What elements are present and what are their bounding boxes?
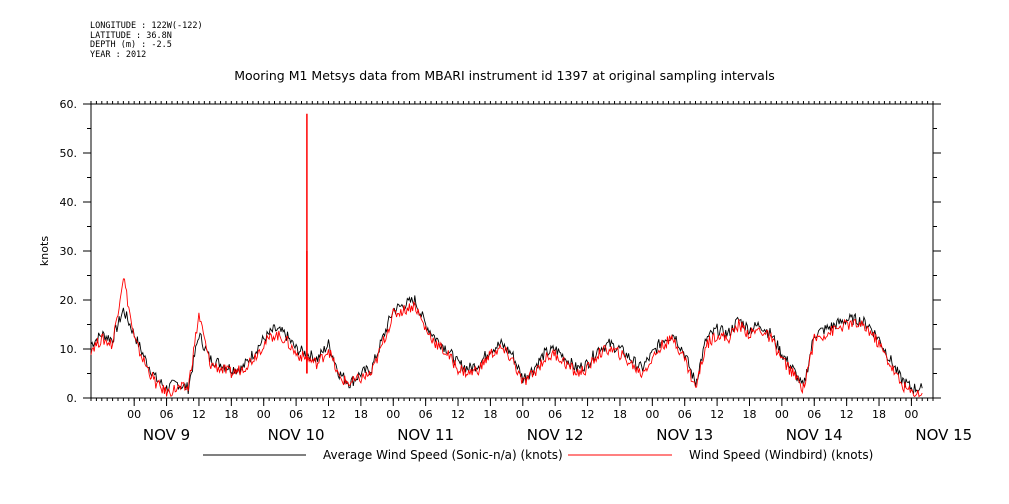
x-hour-label: 06 bbox=[807, 408, 821, 421]
y-tick-label: 60. bbox=[60, 98, 78, 111]
x-hour-label: 18 bbox=[483, 408, 497, 421]
x-hour-label: 12 bbox=[321, 408, 335, 421]
latitude-label: LATITUDE : 36.8N bbox=[90, 30, 172, 41]
x-hour-label: 12 bbox=[710, 408, 724, 421]
x-day-label: NOV 15 bbox=[915, 426, 972, 444]
x-hour-label: 00 bbox=[127, 408, 141, 421]
x-hour-label: 12 bbox=[840, 408, 854, 421]
x-hour-label: 06 bbox=[548, 408, 562, 421]
longitude-label: LONGITUDE : 122W(-122) bbox=[90, 21, 203, 31]
x-day-label: NOV 12 bbox=[527, 426, 584, 444]
y-tick-label: 0. bbox=[67, 392, 78, 405]
x-hour-label: 18 bbox=[354, 408, 368, 421]
x-hour-label: 12 bbox=[192, 408, 206, 421]
x-hour-label: 06 bbox=[160, 408, 174, 421]
metadata-block: LONGITUDE : 122W(-122) LATITUDE : 36.8N … bbox=[90, 21, 203, 60]
x-hour-label: 00 bbox=[904, 408, 918, 421]
y-axis-label: knots bbox=[38, 236, 51, 266]
x-day-label: NOV 13 bbox=[656, 426, 713, 444]
y-tick-label: 40. bbox=[60, 196, 78, 209]
legend-label-2: Wind Speed (Windbird) (knots) bbox=[689, 448, 873, 462]
y-tick-label: 10. bbox=[60, 343, 78, 356]
series-line-2 bbox=[90, 278, 923, 398]
y-tick-label: 20. bbox=[60, 294, 78, 307]
x-hour-label: 06 bbox=[419, 408, 433, 421]
x-day-label: NOV 14 bbox=[786, 426, 843, 444]
x-hour-label: 18 bbox=[613, 408, 627, 421]
x-hour-label: 06 bbox=[678, 408, 692, 421]
series-line-1 bbox=[90, 295, 923, 395]
chart-title: Mooring M1 Metsys data from MBARI instru… bbox=[234, 68, 775, 83]
x-hour-label: 00 bbox=[386, 408, 400, 421]
x-day-label: NOV 11 bbox=[397, 426, 454, 444]
x-hour-label: 18 bbox=[742, 408, 756, 421]
legend-label-1: Average Wind Speed (Sonic-n/a) (knots) bbox=[323, 448, 563, 462]
x-day-label: NOV 10 bbox=[268, 426, 325, 444]
x-hour-label: 00 bbox=[257, 408, 271, 421]
x-hour-label: 12 bbox=[581, 408, 595, 421]
depth-label: DEPTH (m) : -2.5 bbox=[90, 40, 172, 50]
x-hour-label: 00 bbox=[516, 408, 530, 421]
y-tick-label: 30. bbox=[60, 245, 78, 258]
x-hour-label: 18 bbox=[872, 408, 886, 421]
x-hour-label: 12 bbox=[451, 408, 465, 421]
x-hour-label: 00 bbox=[775, 408, 789, 421]
x-hour-label: 06 bbox=[289, 408, 303, 421]
x-hour-label: 00 bbox=[645, 408, 659, 421]
x-hour-label: 18 bbox=[224, 408, 238, 421]
y-tick-label: 50. bbox=[60, 147, 78, 160]
x-day-label: NOV 9 bbox=[143, 426, 190, 444]
year-label: YEAR : 2012 bbox=[90, 49, 147, 60]
